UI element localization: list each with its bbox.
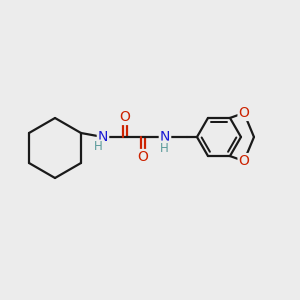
Text: O: O — [238, 154, 249, 168]
Text: H: H — [160, 142, 168, 154]
Text: H: H — [94, 140, 102, 154]
Text: O: O — [238, 106, 249, 120]
Text: O: O — [119, 110, 130, 124]
Text: N: N — [160, 130, 170, 144]
Text: N: N — [98, 130, 108, 144]
Text: O: O — [137, 150, 148, 164]
